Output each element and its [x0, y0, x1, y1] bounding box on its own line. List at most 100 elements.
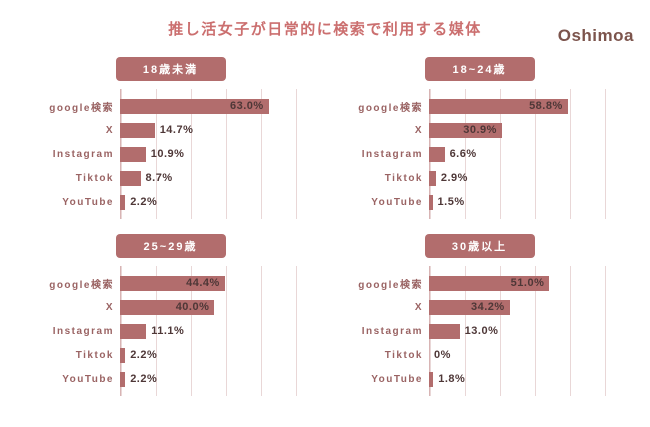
bar-row: Instagram 13.0%	[353, 319, 606, 343]
bar-category-label: YouTube	[371, 373, 423, 385]
bar	[429, 275, 550, 291]
bar-track: 34.2%	[429, 299, 606, 315]
panel: 25~29歳 google検索 44.4% X 40.0% Instagram 11.1% T…	[44, 234, 297, 396]
panels: 18歳未満 google検索 63.0% X 14.7% Instagram 10.9% Ti…	[0, 57, 650, 396]
bar-value-label: 1.5%	[437, 196, 465, 208]
bar-category-label: YouTube	[371, 196, 423, 208]
bar-category-label: Tiktok	[384, 172, 423, 184]
panel: 18歳未満 google検索 63.0% X 14.7% Instagram 10.9% Ti…	[44, 57, 297, 219]
page-title: 推し活女子が日常的に検索で利用する媒体	[168, 21, 482, 38]
bar-track: 0%	[429, 348, 606, 363]
bar-category-label: google検索	[358, 279, 423, 291]
bar-row: X 40.0%	[44, 295, 297, 319]
bar-category-label: Tiktok	[384, 349, 423, 361]
bar	[429, 170, 436, 186]
bar-value-label: 2.2%	[130, 373, 158, 385]
bar-track: 11.1%	[120, 323, 297, 339]
bar-category-label: X	[414, 124, 423, 136]
bar-value-label: 14.7%	[159, 124, 194, 136]
bar-category-label: X	[105, 124, 114, 136]
bar	[429, 194, 433, 210]
bar-row: google検索 51.0%	[353, 271, 606, 295]
bar	[429, 299, 510, 315]
bar-value-label: 2.2%	[130, 349, 158, 361]
bar-track: 10.9%	[120, 146, 297, 162]
bar	[429, 146, 445, 162]
bar-track: 2.2%	[120, 194, 297, 210]
bar-value-label: 8.7%	[145, 172, 173, 184]
bar	[429, 98, 568, 114]
bar-category-label: google検索	[49, 279, 114, 291]
bar-value-label: 51.0%	[510, 277, 545, 289]
panel: 18~24歳 google検索 58.8% X 30.9% Instagram 6.6% Ti…	[353, 57, 606, 219]
panel-badge: 30歳以上	[424, 234, 535, 258]
bar-track: 51.0%	[429, 275, 606, 291]
bar-row: Instagram 6.6%	[353, 142, 606, 166]
bar	[120, 146, 146, 162]
bar-category-label: Instagram	[52, 325, 114, 337]
bar	[120, 122, 155, 138]
bar-value-label: 10.9%	[150, 148, 185, 160]
bar-value-label: 30.9%	[463, 124, 497, 136]
bar-category-label: Tiktok	[75, 349, 114, 361]
bar-row: google検索 44.4%	[44, 271, 297, 295]
bar-value-label: 40.0%	[175, 301, 210, 313]
panel: 30歳以上 google検索 51.0% X 34.2% Instagram 13.0% Ti…	[353, 234, 606, 396]
bar-category-label: X	[414, 301, 423, 313]
bar-row: X 30.9%	[353, 118, 606, 142]
bar-value-label: 44.4%	[186, 277, 220, 289]
bar-value-label: 34.2%	[471, 301, 505, 313]
bar-value-label: 2.9%	[440, 172, 468, 184]
bar-category-label: google検索	[358, 102, 423, 114]
bar-row: Tiktok 2.9%	[353, 166, 606, 190]
bar-row: YouTube 1.8%	[353, 367, 606, 391]
bar-category-label: X	[105, 301, 114, 313]
bar-row: YouTube 1.5%	[353, 190, 606, 214]
bar-row: Instagram 10.9%	[44, 142, 297, 166]
panel-chart: google検索 44.4% X 40.0% Instagram 11.1% Tiktok 2…	[44, 266, 297, 396]
infographic: Oshimoa 推し活女子が日常的に検索で利用する媒体 18歳未満 google検…	[0, 18, 650, 396]
bar-row: Tiktok 8.7%	[44, 166, 297, 190]
panel-badge: 18~24歳	[424, 57, 535, 81]
panel-chart: google検索 63.0% X 14.7% Instagram 10.9% Tiktok 8…	[44, 89, 297, 219]
bar	[120, 275, 225, 291]
brand-logo: Oshimoa	[557, 26, 634, 45]
bar-category-label: YouTube	[62, 373, 114, 385]
bar-row: Instagram 11.1%	[44, 319, 297, 343]
bar-row: Tiktok 2.2%	[44, 343, 297, 367]
bar-value-label: 6.6%	[449, 148, 477, 160]
bar-row: google検索 58.8%	[353, 94, 606, 118]
bar	[429, 323, 460, 339]
bar	[120, 98, 269, 114]
bar-track: 2.2%	[120, 371, 297, 387]
bar-track: 8.7%	[120, 170, 297, 186]
panel-badge: 18歳未満	[115, 57, 226, 81]
bar	[429, 122, 502, 138]
bar-row: YouTube 2.2%	[44, 190, 297, 214]
bar-track: 13.0%	[429, 323, 606, 339]
bar	[120, 194, 126, 210]
bar-category-label: Instagram	[52, 148, 114, 160]
panel-chart: google検索 51.0% X 34.2% Instagram 13.0% Tiktok 0…	[353, 266, 606, 396]
bar-track: 40.0%	[120, 299, 297, 315]
bar-track: 1.8%	[429, 371, 606, 387]
bar	[120, 347, 126, 363]
bar-value-label: 1.8%	[438, 373, 466, 385]
bar	[120, 299, 215, 315]
bar-track: 2.9%	[429, 170, 606, 186]
bar-track: 1.5%	[429, 194, 606, 210]
bar-category-label: Instagram	[361, 325, 423, 337]
bar-value-label: 58.8%	[529, 100, 563, 112]
bar-row: YouTube 2.2%	[44, 367, 297, 391]
bar-category-label: google検索	[49, 102, 114, 114]
bar-value-label: 13.0%	[464, 325, 499, 337]
bar-track: 44.4%	[120, 275, 297, 291]
bar-category-label: YouTube	[62, 196, 114, 208]
bar-row: Tiktok 0%	[353, 343, 606, 367]
bar-track: 30.9%	[429, 122, 606, 138]
bar-track: 63.0%	[120, 98, 297, 114]
bar	[120, 170, 141, 186]
bar-value-label: 2.2%	[130, 196, 158, 208]
bar-value-label: 63.0%	[229, 100, 264, 112]
bar-track: 2.2%	[120, 347, 297, 363]
